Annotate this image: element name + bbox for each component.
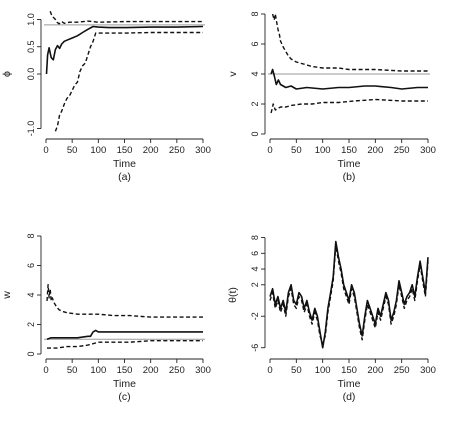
series-dashed-line-1 [271, 13, 428, 72]
y-tick-label: 0 [26, 351, 36, 356]
x-tick-label: 200 [367, 365, 383, 376]
y-tick-label: 6 [250, 41, 260, 46]
panel-c: 0 50 100 150 200 250 300 0 2 4 6 8 w Time(c) [1, 233, 211, 403]
x-tick-label: 50 [291, 145, 302, 156]
y-tick-label: 2 [250, 101, 260, 106]
x-tick-label: 0 [267, 145, 272, 156]
x-tick-label: 100 [315, 365, 331, 376]
x-tick-label: 100 [90, 365, 106, 376]
x-tick-label: 300 [195, 365, 211, 376]
x-tick-label: 50 [67, 145, 78, 156]
x-tick-label: 250 [169, 145, 185, 156]
x-tick-label: 150 [117, 365, 133, 376]
x-tick-label: 100 [90, 145, 106, 156]
y-tick-label: 0 [250, 131, 260, 136]
y-tick-label: -2 [250, 312, 260, 320]
y-axis-label: θ(t) [227, 287, 239, 303]
panel-d: 0 50 100 150 200 250 300 -6 -2 2 4 6 8 θ(t) Time(d) [227, 235, 436, 403]
x-tick-label: 50 [291, 365, 302, 376]
x-tick-label: 200 [367, 145, 383, 156]
x-axis-label: Time [113, 378, 136, 390]
series-solid-line [45, 25, 204, 75]
x-tick-label: 0 [267, 365, 272, 376]
series-dashed-line-2 [47, 340, 203, 349]
x-tick-label: 250 [169, 365, 185, 376]
y-tick-label: 8 [26, 233, 36, 238]
y-tick-label: -6 [250, 344, 260, 352]
x-tick-label: 0 [43, 145, 48, 156]
y-tick-label: 0.5 [26, 40, 36, 53]
x-tick-label: 300 [420, 145, 436, 156]
y-axis-label: ϕ [1, 71, 13, 77]
x-axis-label: Time [338, 158, 361, 170]
x-tick-label: 150 [117, 145, 133, 156]
y-tick-label: -1.0 [26, 121, 36, 137]
x-tick-label: 300 [420, 365, 436, 376]
y-tick-label: 1.0 [26, 13, 36, 26]
x-tick-label: 150 [341, 365, 357, 376]
x-tick-label: 300 [195, 145, 211, 156]
x-tick-label: 200 [143, 365, 159, 376]
x-axis-label: Time [113, 158, 136, 170]
panel-label: (d) [343, 391, 356, 403]
x-tick-label: 0 [43, 365, 48, 376]
y-tick-label: 8 [250, 235, 260, 240]
x-tick-label: 150 [341, 145, 357, 156]
series-solid-line [46, 329, 203, 341]
y-tick-label: 2 [26, 322, 36, 327]
series-solid-line [270, 68, 428, 90]
y-tick-label: 4 [250, 71, 260, 76]
x-tick-label: 100 [315, 145, 331, 156]
x-tick-label: 50 [67, 365, 78, 376]
x-tick-label: 250 [394, 145, 410, 156]
plot-area [44, 12, 205, 136]
y-tick-label: 6 [26, 263, 36, 268]
series-solid-line [269, 240, 429, 349]
series-dashed-line-1 [269, 244, 429, 345]
panel-label: (c) [118, 391, 130, 403]
panel-label: (a) [118, 171, 131, 183]
panel-b: 0 50 100 150 200 250 300 0 2 4 6 8 v Time(b) [227, 11, 436, 183]
series-dashed-line-1 [49, 11, 203, 25]
series-dashed-line-2 [54, 31, 203, 132]
y-tick-label: 0.0 [26, 68, 36, 81]
x-tick-label: 250 [394, 365, 410, 376]
y-tick-label: 6 [250, 251, 260, 256]
y-axis-label: w [1, 291, 13, 300]
panel-a: 0 50 100 150 200 250 300 -1.0 0.0 0.5 1.0 ϕ Time(a) [1, 11, 211, 183]
y-tick-label: 4 [250, 267, 260, 272]
x-axis-label: Time [338, 378, 361, 390]
x-tick-label: 200 [143, 145, 159, 156]
y-tick-label: 4 [26, 292, 36, 297]
y-tick-label: 8 [250, 11, 260, 16]
series-dashed-line-1 [46, 284, 203, 318]
panel-label: (b) [343, 171, 356, 183]
y-axis-label: v [227, 71, 239, 77]
series-dashed-line-2 [270, 98, 428, 114]
y-tick-label: 2 [250, 282, 260, 287]
